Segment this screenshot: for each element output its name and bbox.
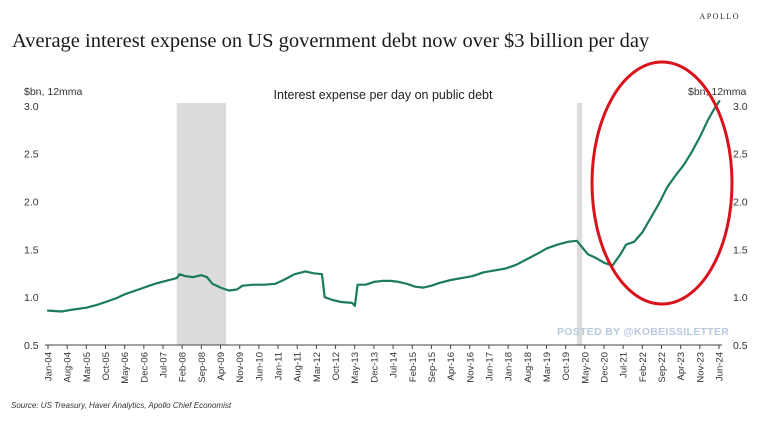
highlight-ellipse xyxy=(590,60,734,306)
x-tick-label: May-20 xyxy=(580,352,591,384)
recession-band-1 xyxy=(576,103,583,345)
y-ticks-left: 0.5 1.0 1.5 2.0 2.5 3.0 xyxy=(24,101,39,352)
y-axis-label-left: $bn, 12mma xyxy=(24,86,83,98)
page-title: Average interest expense on US governmen… xyxy=(12,30,650,52)
x-tick-label: Jan-04 xyxy=(44,352,55,381)
x-tick-label: May-13 xyxy=(350,352,361,384)
x-tick-label: Sep-15 xyxy=(427,352,438,383)
source-note: Source: US Treasury, Haver Analytics, Ap… xyxy=(11,401,232,410)
x-tick-label: May-06 xyxy=(120,352,131,384)
x-tick-label: Nov-09 xyxy=(235,352,246,383)
brand-logo: APOLLO xyxy=(699,12,740,21)
x-tick-label: Sep-08 xyxy=(197,352,208,383)
x-tick-label: Sep-22 xyxy=(657,352,668,383)
x-ticks: Jan-04 Aug-04 Mar-05 Oct-05 May-06 Dec-06 Jul-… xyxy=(44,345,726,384)
x-tick-label: Oct-19 xyxy=(561,352,572,381)
x-tick-label: Apr-09 xyxy=(216,352,227,381)
x-tick-label: Oct-05 xyxy=(101,352,112,381)
recession-shading xyxy=(176,103,583,345)
x-tick-label: Aug-11 xyxy=(293,352,304,382)
y-tick-left: 2.5 xyxy=(24,149,39,161)
recession-band-0 xyxy=(176,103,227,345)
y-tick-left: 3.0 xyxy=(24,101,39,113)
x-tick-label: Jan-18 xyxy=(504,352,515,381)
y-tick-left: 0.5 xyxy=(24,340,39,352)
y-tick-left: 1.0 xyxy=(24,292,39,304)
x-tick-label: Nov-23 xyxy=(695,352,706,383)
x-tick-label: Jul-21 xyxy=(619,352,630,378)
y-tick-left: 2.0 xyxy=(24,197,39,209)
y-tick-left: 1.5 xyxy=(24,244,39,256)
y-axis-label-right: $bn, 12mma xyxy=(688,86,747,98)
x-tick-label: Jul-14 xyxy=(389,352,400,378)
x-tick-label: Apr-16 xyxy=(446,352,457,381)
x-tick-label: Dec-20 xyxy=(599,352,610,383)
x-tick-label: Apr-23 xyxy=(676,352,687,381)
x-tick-label: Dec-06 xyxy=(139,352,150,383)
x-tick-label: Jul-07 xyxy=(159,352,170,378)
x-tick-label: Feb-15 xyxy=(408,352,419,382)
x-tick-label: Jun-17 xyxy=(484,352,495,381)
y-tick-right: 2.5 xyxy=(733,149,748,161)
x-tick-label: Jun-24 xyxy=(715,352,726,381)
x-tick-label: Mar-05 xyxy=(82,352,93,382)
y-ticks-right: 0.5 1.0 1.5 2.0 2.5 3.0 xyxy=(733,101,748,352)
y-tick-right: 0.5 xyxy=(733,340,748,352)
x-tick-label: Nov-16 xyxy=(465,352,476,383)
x-tick-label: Dec-13 xyxy=(369,352,380,383)
y-tick-right: 2.0 xyxy=(733,197,748,209)
series-line xyxy=(46,100,721,313)
y-tick-right: 3.0 xyxy=(733,101,748,113)
x-tick-label: Feb-22 xyxy=(638,352,649,382)
y-tick-right: 1.0 xyxy=(733,292,748,304)
x-tick-label: Aug-04 xyxy=(63,352,74,383)
y-tick-right: 1.5 xyxy=(733,244,748,256)
chart-subtitle: Interest expense per day on public debt xyxy=(274,88,493,102)
x-tick-label: Mar-19 xyxy=(542,352,553,382)
watermark: POSTED BY @KOBEISSILETTER xyxy=(557,326,729,338)
x-tick-label: Aug-18 xyxy=(523,352,534,383)
x-tick-label: Jun-10 xyxy=(254,352,265,381)
x-tick-label: Jan-11 xyxy=(274,352,285,380)
x-tick-label: Mar-12 xyxy=(312,352,323,382)
x-tick-label: Feb-08 xyxy=(178,352,189,382)
x-tick-label: Oct-12 xyxy=(331,352,342,381)
